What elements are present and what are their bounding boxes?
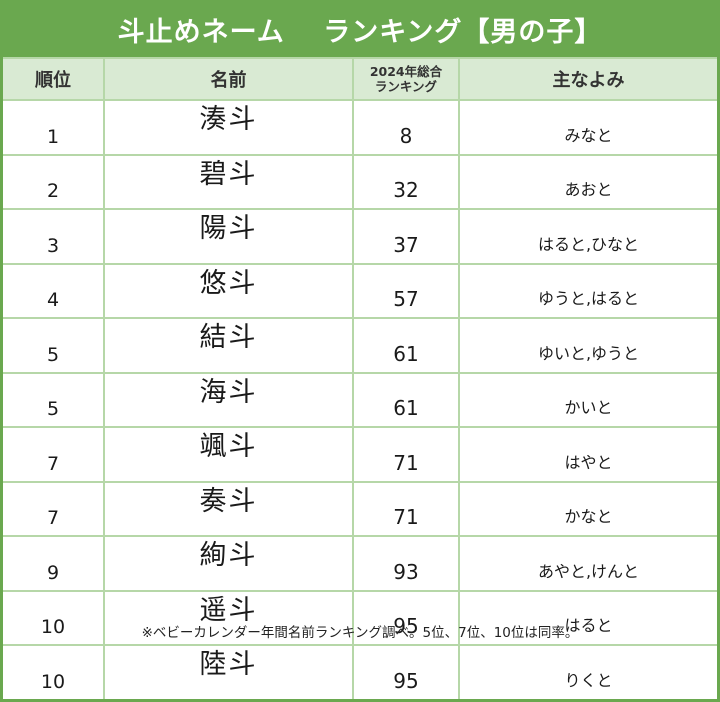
table-row: 9 絢斗 93 あやと,けんと <box>3 535 717 592</box>
header-rank: 順位 <box>3 59 105 101</box>
header-overall-line2: ランキング <box>374 79 438 94</box>
reading-cell: かいと <box>458 371 717 428</box>
table-row: 2 碧斗 32 あおと <box>3 153 717 210</box>
header-row: 順位 名前 2024年総合 ランキング 主なよみ <box>3 59 717 101</box>
header-reading: 主なよみ <box>458 59 717 101</box>
table-row: 10 陸斗 95 りくと <box>3 644 717 699</box>
table-row: 7 颯斗 71 はやと <box>3 426 717 483</box>
rank-cell: 5 <box>3 371 105 428</box>
name-cell: 陸斗 <box>103 644 354 699</box>
name-cell: 海斗 <box>103 371 354 428</box>
table-row: 7 奏斗 71 かなと <box>3 480 717 537</box>
table-title: 斗止めネーム ランキング【男の子】 <box>117 17 603 48</box>
overall-ranking-cell: 32 <box>352 153 460 210</box>
name-cell: 陽斗 <box>103 208 354 265</box>
overall-ranking-cell: 71 <box>352 480 460 537</box>
overall-ranking-cell: 93 <box>352 535 460 592</box>
table-row: 4 悠斗 57 ゆうと,はると <box>3 262 717 319</box>
name-cell: 颯斗 <box>103 426 354 483</box>
overall-ranking-cell: 37 <box>352 208 460 265</box>
name-cell: 湊斗 <box>103 99 354 156</box>
ranking-table: 順位 名前 2024年総合 ランキング 主なよみ 1 湊斗 8 みなと 2 碧斗 32 あおと… <box>3 59 717 699</box>
reading-cell: みなと <box>458 99 717 156</box>
reading-cell: はると <box>458 589 717 646</box>
reading-cell: はやと <box>458 426 717 483</box>
name-cell: 碧斗 <box>103 153 354 210</box>
rank-cell: 10 <box>3 589 105 646</box>
name-cell: 悠斗 <box>103 262 354 319</box>
rank-cell: 5 <box>3 317 105 374</box>
overall-ranking-cell: 61 <box>352 317 460 374</box>
reading-cell: りくと <box>458 644 717 699</box>
rank-cell: 7 <box>3 426 105 483</box>
reading-cell: あやと,けんと <box>458 535 717 592</box>
header-overall-ranking: 2024年総合 ランキング <box>352 59 460 101</box>
rank-cell: 1 <box>3 99 105 156</box>
rank-cell: 2 <box>3 153 105 210</box>
name-cell: 結斗 <box>103 317 354 374</box>
reading-cell: あおと <box>458 153 717 210</box>
name-cell: 奏斗 <box>103 480 354 537</box>
overall-ranking-cell: 95 <box>352 644 460 699</box>
rank-cell: 4 <box>3 262 105 319</box>
reading-cell: かなと <box>458 480 717 537</box>
table-row: 5 海斗 61 かいと <box>3 371 717 428</box>
rank-cell: 3 <box>3 208 105 265</box>
table-row: 1 湊斗 8 みなと <box>3 99 717 156</box>
rank-cell: 9 <box>3 535 105 592</box>
rank-cell: 10 <box>3 644 105 699</box>
table-row: 10 遥斗 95 はると <box>3 589 717 646</box>
overall-ranking-cell: 8 <box>352 99 460 156</box>
overall-ranking-cell: 57 <box>352 262 460 319</box>
table-title-bar: 斗止めネーム ランキング【男の子】 <box>3 2 717 59</box>
name-cell: 絢斗 <box>103 535 354 592</box>
overall-ranking-cell: 95 <box>352 589 460 646</box>
footnote: ※ベビーカレンダー年間名前ランキング調べ。5位、7位、10位は同率。 <box>141 625 579 641</box>
rank-cell: 7 <box>3 480 105 537</box>
overall-ranking-cell: 71 <box>352 426 460 483</box>
header-overall-line1: 2024年総合 <box>369 64 443 79</box>
name-cell: 遥斗 <box>103 589 354 646</box>
overall-ranking-cell: 61 <box>352 371 460 428</box>
table-row: 3 陽斗 37 はると,ひなと <box>3 208 717 265</box>
header-name: 名前 <box>103 59 354 101</box>
reading-cell: ゆうと,はると <box>458 262 717 319</box>
table-row: 5 結斗 61 ゆいと,ゆうと <box>3 317 717 374</box>
reading-cell: ゆいと,ゆうと <box>458 317 717 374</box>
reading-cell: はると,ひなと <box>458 208 717 265</box>
